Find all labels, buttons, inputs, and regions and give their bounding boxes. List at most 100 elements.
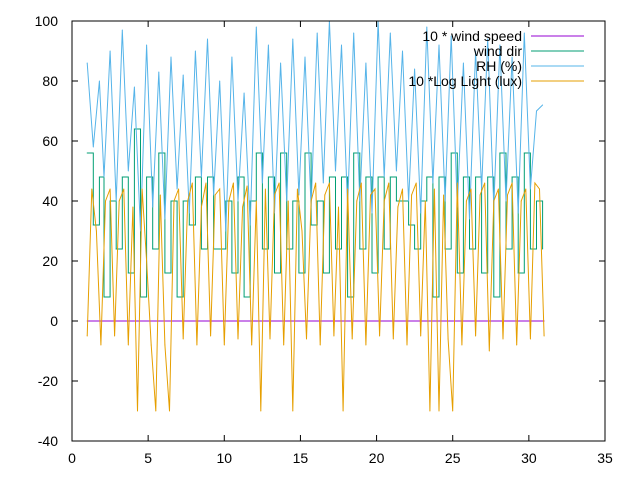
series-3-point — [150, 344, 152, 346]
series-2-point — [536, 110, 537, 112]
legend-label: RH (%) — [476, 58, 522, 74]
series-3-point — [123, 188, 125, 190]
x-tick-label: 10 — [216, 450, 232, 466]
y-tick-label: 80 — [42, 73, 58, 89]
series-3-point — [214, 194, 216, 196]
series-1-point — [243, 296, 245, 298]
series-3-point — [406, 344, 408, 346]
series-2-point — [188, 212, 190, 214]
series-1-point — [341, 176, 342, 178]
series-2-point — [92, 146, 94, 148]
y-tick-label: 40 — [42, 193, 58, 209]
legend-label: 10 * wind speed — [422, 28, 522, 44]
series-3-point — [338, 206, 339, 208]
series-2-point — [286, 200, 288, 202]
series-1-point — [414, 248, 416, 250]
x-tick-label: 5 — [144, 450, 152, 466]
series-1-point — [359, 248, 361, 250]
series-1-point — [274, 272, 275, 274]
series-1-point — [98, 176, 100, 178]
series-2-point — [322, 182, 324, 184]
series-2-point — [121, 29, 123, 31]
series-2-point — [414, 68, 416, 70]
series-2-point — [395, 170, 397, 172]
series-3-point — [365, 344, 367, 346]
series-2-point — [86, 62, 88, 64]
series-2-point — [219, 80, 221, 82]
series-2-point — [292, 38, 294, 40]
series-2-point — [316, 32, 318, 34]
series-3-point — [461, 344, 463, 346]
series-3-point — [475, 335, 477, 337]
series-3-point — [196, 344, 198, 346]
series-2-point — [255, 26, 257, 28]
series-1-point — [200, 248, 202, 250]
series-2-point — [231, 56, 233, 58]
y-tick-label: 60 — [42, 133, 58, 149]
series-3-point — [443, 194, 445, 196]
series-3-point — [479, 194, 481, 196]
series-2-point — [420, 212, 422, 214]
series-1-point — [158, 152, 160, 154]
series-1-point — [298, 272, 300, 274]
series-1-point — [499, 152, 501, 154]
series-1-point — [529, 248, 531, 250]
series-3-point — [278, 182, 280, 184]
series-3-point — [237, 338, 239, 340]
series-2-point — [267, 44, 269, 46]
series-3-point — [379, 335, 381, 337]
series-2-point — [298, 194, 300, 196]
series-3-point — [269, 338, 271, 340]
series-2-point — [475, 50, 477, 52]
series-3-point — [452, 410, 454, 412]
series-2-point — [182, 74, 184, 76]
series-2-point — [499, 44, 501, 46]
series-3-point — [507, 194, 508, 196]
series-2-point — [280, 62, 282, 64]
series-3-point — [392, 338, 394, 340]
series-1-point — [328, 176, 330, 178]
y-tick-label: -20 — [38, 373, 58, 389]
series-1-point — [438, 176, 440, 178]
series-3-point — [447, 338, 449, 340]
series-2-point — [444, 200, 446, 202]
series-1-point — [280, 152, 282, 154]
series-3-point — [397, 206, 399, 208]
series-1-point — [335, 248, 336, 250]
axes-group: 0 5 10 15 20 25 30 35 -40 -20 0 20 40 60 80 100 — [35, 13, 613, 466]
series-3-point — [292, 410, 294, 412]
series-3-point — [296, 188, 298, 190]
series-1-point — [353, 152, 355, 154]
series-2-point — [103, 176, 105, 178]
series-3-point — [488, 350, 490, 352]
series-2-point — [353, 32, 355, 34]
series-3-point — [114, 335, 116, 337]
series-1-point — [389, 176, 391, 178]
series-1-point — [170, 200, 172, 202]
series-1-point — [536, 200, 537, 202]
series-1-point — [176, 296, 178, 298]
series-2-point — [450, 35, 452, 37]
series-3-point — [127, 344, 129, 346]
plot-frame — [71, 20, 606, 442]
series-1-point — [377, 176, 379, 178]
series-2-point — [152, 206, 154, 208]
series-3-point — [210, 335, 212, 337]
series-1-point — [121, 176, 123, 178]
series-3-point — [356, 200, 358, 202]
series-3-point — [497, 188, 499, 190]
series-3-point — [264, 188, 266, 190]
series-3-point — [374, 188, 376, 190]
series-1-point — [188, 224, 190, 226]
series-1-point — [481, 272, 483, 274]
series-2-point — [408, 200, 410, 202]
series-3-point — [132, 206, 134, 208]
series-3-point — [429, 410, 431, 412]
series-1-point — [462, 176, 464, 178]
series-3-point — [328, 182, 330, 184]
series-3-point — [146, 260, 148, 262]
series-2-point — [365, 62, 367, 64]
series-3-point — [411, 194, 413, 196]
series-3-point — [100, 344, 102, 346]
series-1-point — [450, 152, 452, 154]
